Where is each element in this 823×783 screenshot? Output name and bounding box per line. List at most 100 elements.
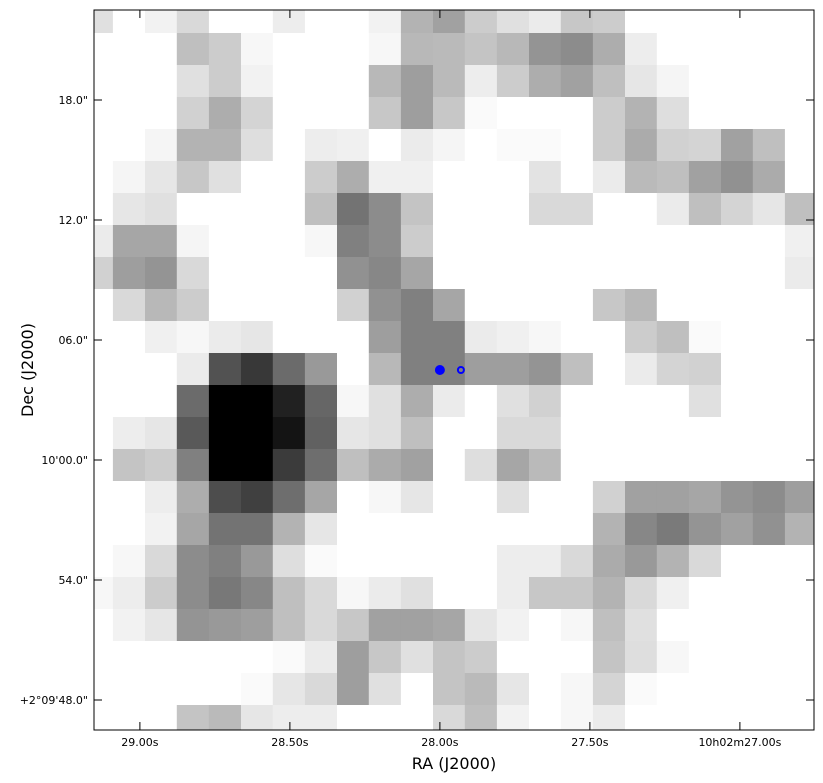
pixel (688, 353, 722, 386)
pixel (272, 513, 306, 546)
pixel (784, 545, 815, 578)
pixel (337, 257, 370, 290)
pixel (241, 321, 274, 354)
pixel (145, 705, 178, 731)
pixel (688, 609, 722, 642)
pixel (560, 705, 594, 731)
pixel (784, 577, 815, 610)
pixel (337, 641, 370, 674)
pixel (688, 129, 722, 162)
pixel (464, 673, 498, 706)
pixel (433, 33, 466, 66)
pixel (272, 481, 306, 514)
pixel (688, 161, 722, 194)
pixel (496, 289, 530, 322)
pixel (529, 673, 562, 706)
plot-frame (93, 9, 815, 731)
pixel (433, 161, 466, 194)
pixel (145, 97, 178, 130)
pixel (592, 289, 626, 322)
pixel (337, 193, 370, 226)
pixel (560, 10, 594, 34)
x-tick-label: 28.00s (421, 736, 458, 749)
pixel (208, 193, 242, 226)
pixel (176, 385, 210, 418)
pixel (368, 193, 402, 226)
pixel (560, 129, 594, 162)
pixel (208, 65, 242, 98)
pixel (688, 33, 722, 66)
pixel (656, 673, 690, 706)
pixel (784, 161, 815, 194)
pixel (721, 385, 754, 418)
pixel (145, 481, 178, 514)
pixel (688, 705, 722, 731)
pixel (112, 641, 146, 674)
pixel (752, 289, 786, 322)
pixel (784, 385, 815, 418)
pixel (529, 385, 562, 418)
pixel (592, 577, 626, 610)
pixel (529, 545, 562, 578)
pixel (400, 161, 434, 194)
pixel (688, 225, 722, 258)
pixel (656, 449, 690, 482)
pixel (560, 577, 594, 610)
pixel (145, 609, 178, 642)
pixel (94, 97, 114, 130)
pixel (208, 353, 242, 386)
pixel (592, 161, 626, 194)
pixel (656, 353, 690, 386)
pixel (656, 65, 690, 98)
pixel (304, 65, 338, 98)
pixel (625, 641, 658, 674)
pixel (784, 321, 815, 354)
pixel (337, 417, 370, 450)
pixel (592, 193, 626, 226)
pixel (784, 129, 815, 162)
pixel (368, 705, 402, 731)
pixel (368, 161, 402, 194)
y-tick-label: 12.0" (58, 214, 88, 227)
x-tick-label: 27.50s (571, 736, 608, 749)
pixel (464, 577, 498, 610)
pixel (529, 129, 562, 162)
pixel (368, 97, 402, 130)
pixel (337, 33, 370, 66)
pixel (721, 257, 754, 290)
pixel (176, 257, 210, 290)
pixel (529, 161, 562, 194)
pixel (464, 225, 498, 258)
pixel (592, 65, 626, 98)
pixel (464, 321, 498, 354)
pixel (337, 513, 370, 546)
pixel (433, 673, 466, 706)
pixel (464, 10, 498, 34)
pixel (752, 225, 786, 258)
pixel (337, 65, 370, 98)
pixel (368, 129, 402, 162)
pixel (688, 193, 722, 226)
pixel (272, 193, 306, 226)
pixel (784, 97, 815, 130)
pixel (625, 705, 658, 731)
pixel (688, 513, 722, 546)
pixel (400, 129, 434, 162)
pixel (496, 513, 530, 546)
pixel (241, 385, 274, 418)
pixel (368, 577, 402, 610)
pixel (94, 417, 114, 450)
pixel (145, 225, 178, 258)
pixel (529, 10, 562, 34)
pixel (400, 417, 434, 450)
pixel (496, 65, 530, 98)
pixel (400, 321, 434, 354)
pixel (433, 289, 466, 322)
marker (434, 365, 445, 375)
pixel (464, 289, 498, 322)
pixel (752, 417, 786, 450)
pixel (752, 673, 786, 706)
pixel (656, 417, 690, 450)
pixel (496, 673, 530, 706)
